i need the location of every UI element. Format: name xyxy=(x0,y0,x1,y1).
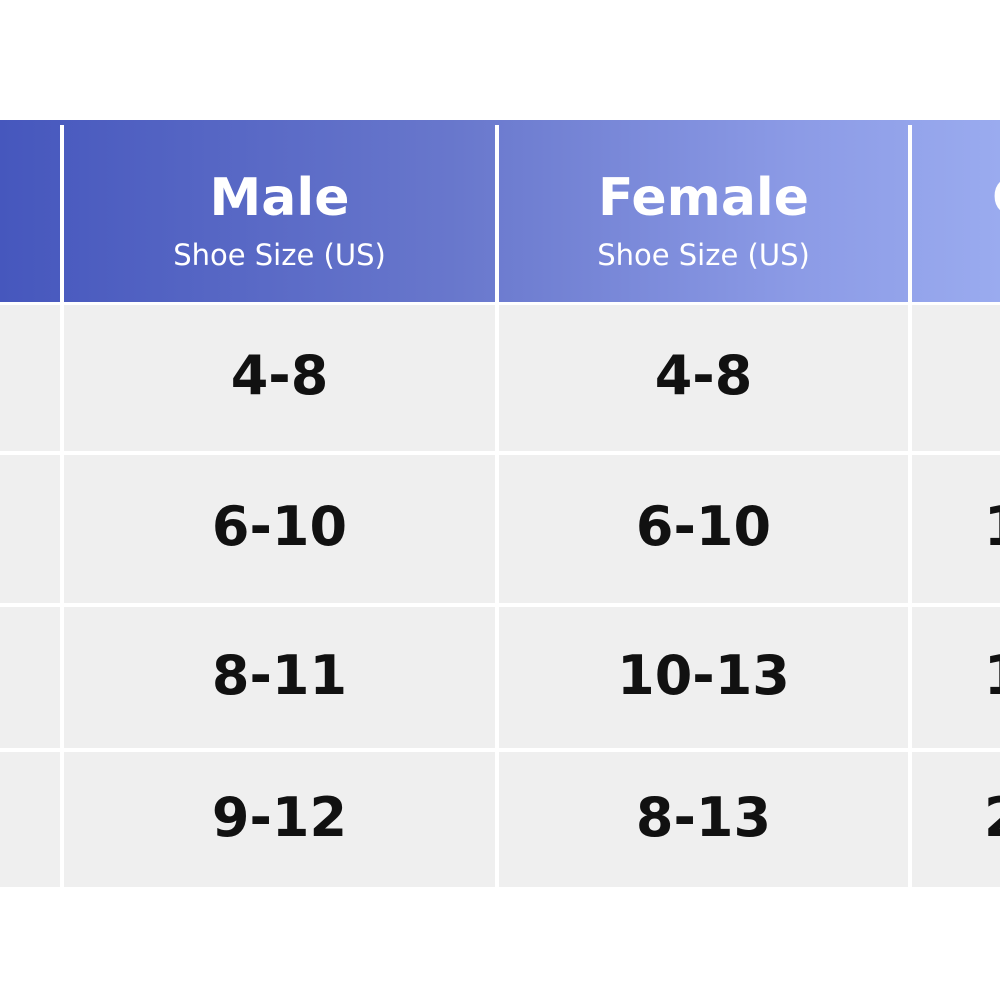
cell-value: 4-8 xyxy=(654,344,753,407)
cell-background xyxy=(499,305,908,451)
cell-background xyxy=(64,305,495,451)
column-subtitle: Shoe Size (US) xyxy=(173,238,386,272)
cell-background xyxy=(912,607,1000,748)
header-band xyxy=(0,120,1000,302)
header-separator xyxy=(908,125,912,302)
cell-value: 10-13 xyxy=(617,643,790,707)
cell-value: 4-8 xyxy=(230,344,329,407)
cell-background xyxy=(64,455,495,603)
cell-value: 6-10 xyxy=(635,495,772,558)
column-title: Female xyxy=(597,168,810,228)
cell-background xyxy=(64,752,495,887)
cell-value: 6-10 xyxy=(211,495,348,558)
cell-background xyxy=(64,607,495,748)
cell-value: 1 xyxy=(984,495,1000,558)
cell-background xyxy=(0,752,60,887)
column-subtitle: Shoe Size (US) xyxy=(597,238,810,272)
cell-value: 1 xyxy=(984,644,1000,707)
cell-value: 2 xyxy=(984,786,1000,849)
cell-background xyxy=(499,607,908,748)
cell-background xyxy=(912,752,1000,887)
cell-background xyxy=(912,455,1000,603)
cell-background xyxy=(912,305,1000,451)
header-separator xyxy=(495,125,499,302)
header-separator xyxy=(60,125,64,302)
column-title: Male xyxy=(209,168,350,228)
cell-background xyxy=(499,752,908,887)
cell-value: 8-13 xyxy=(635,785,772,849)
cell-background xyxy=(0,305,60,451)
cell-background xyxy=(0,607,60,748)
cell-value: 8-11 xyxy=(211,643,348,707)
cell-value: 9-12 xyxy=(211,785,348,849)
cell-background xyxy=(0,455,60,603)
cell-background xyxy=(499,455,908,603)
column-title: C xyxy=(992,168,1000,228)
